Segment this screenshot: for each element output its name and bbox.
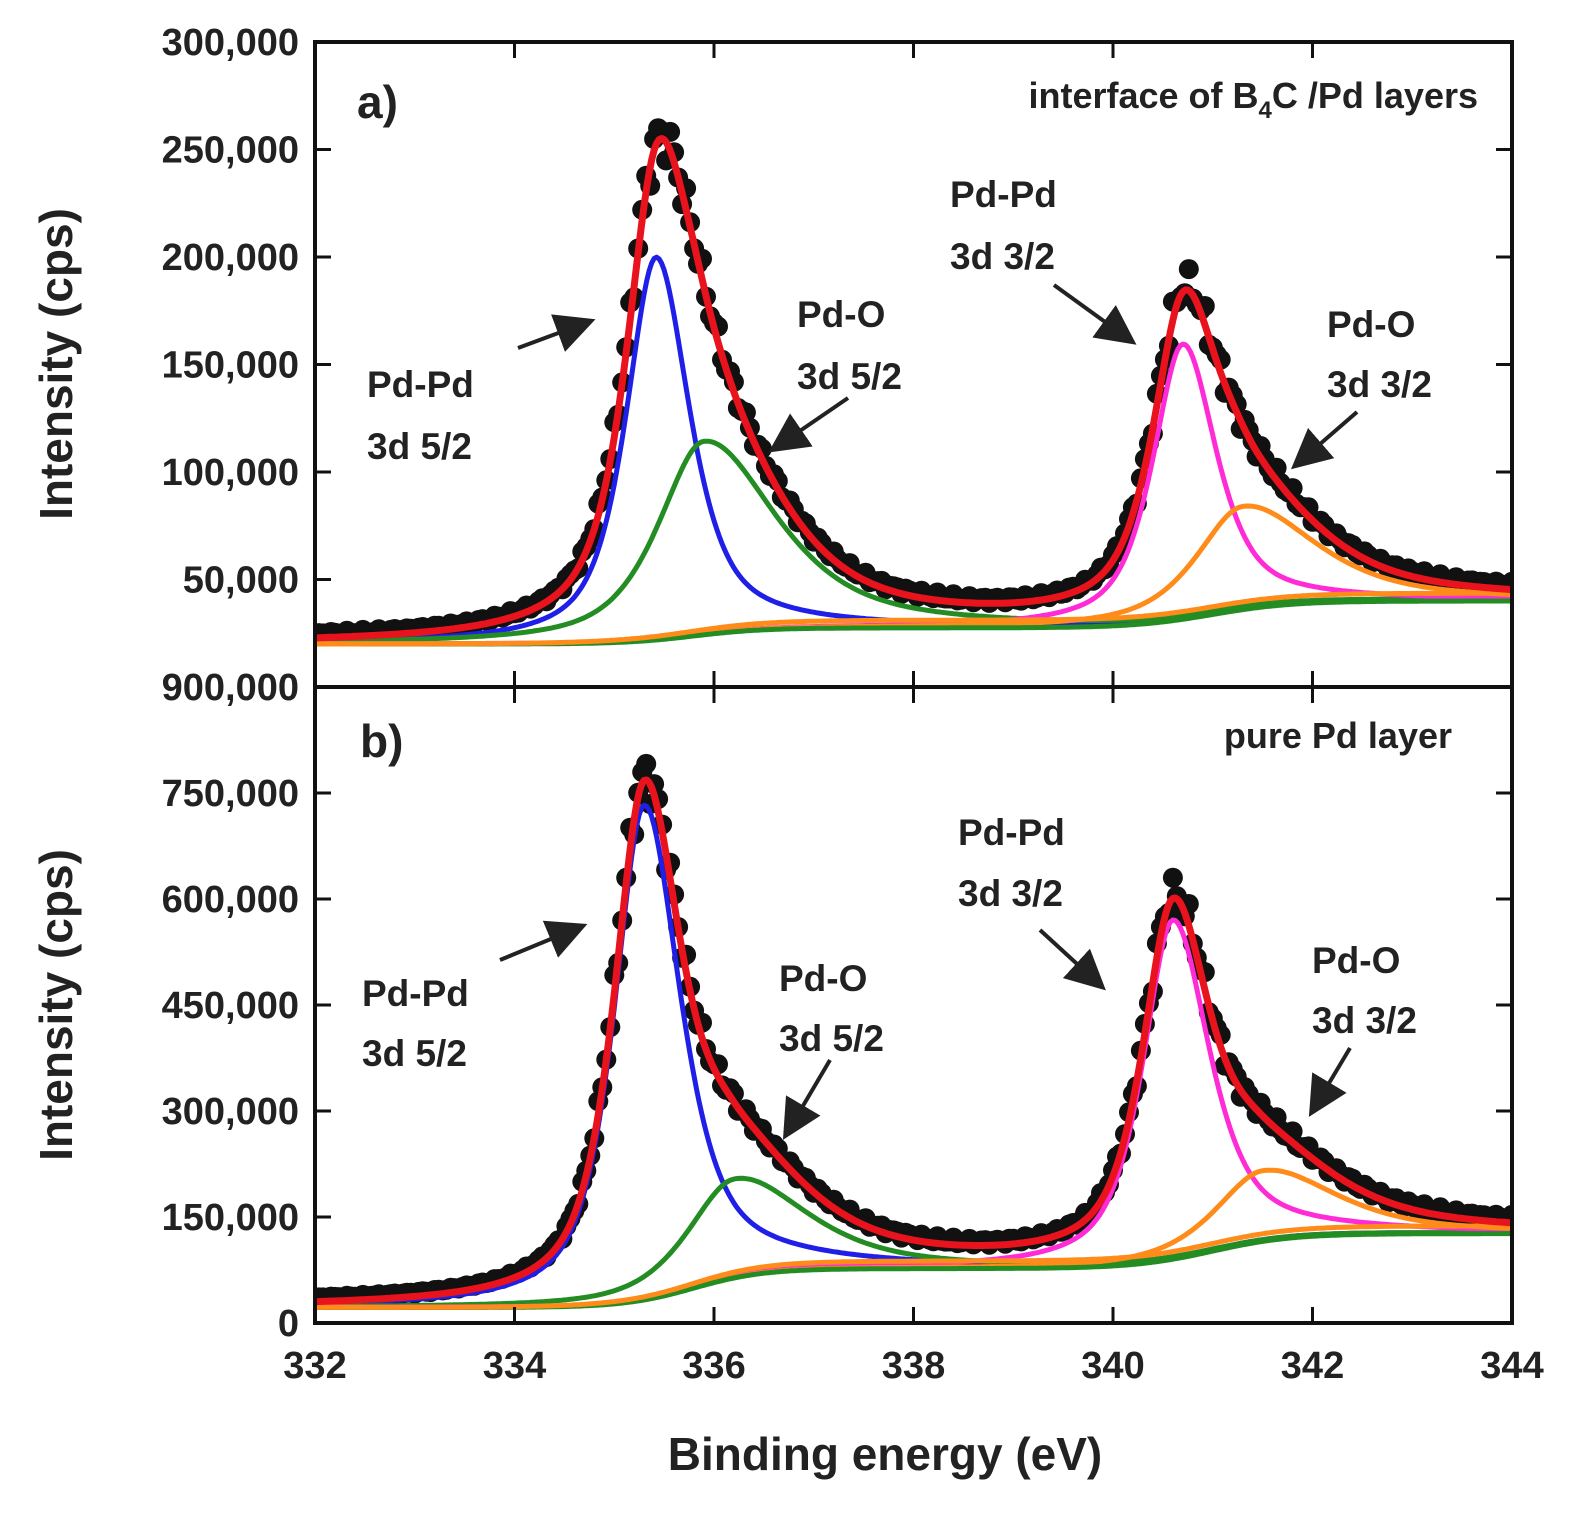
panel-a-plot-area [315, 118, 1512, 647]
x-axis-title: Binding energy (eV) [668, 1428, 1102, 1480]
xtick-label: 340 [1081, 1345, 1144, 1387]
panel-a-ann-pdo-52-line1: Pd-O [797, 294, 885, 335]
xtick-label: 338 [882, 1345, 945, 1387]
panel-a-caption: interface of B4C /Pd layers [1028, 75, 1478, 124]
xtick-label: 334 [483, 1345, 546, 1387]
panel-b: 0 150,000 300,000 450,000 600,000 750,000 900,… [30, 667, 1544, 1480]
data-point [636, 753, 657, 774]
panel-b-y-axis: 0 150,000 300,000 450,000 600,000 750,000 900,… [162, 667, 1512, 1345]
panel-a-y-axis: 50,000 100,000 150,000 200,000 250,000 300,00… [162, 22, 1512, 687]
panel-b-ytick-label: 900,000 [162, 667, 299, 709]
panel-b-arrow-pdpd-32 [1038, 928, 1106, 991]
panel-a-caption-subscript: 4 [1259, 97, 1273, 124]
panel-b-ytick-label: 600,000 [162, 879, 299, 921]
panel-b-background-orange [315, 1223, 1512, 1310]
panel-a-ann-pdpd-32-line2: 3d 3/2 [950, 236, 1055, 277]
xtick-label: 336 [682, 1345, 745, 1387]
panel-b-arrow-pdpd-52 [499, 920, 588, 962]
panel-b-ann-pdo-32-line1: Pd-O [1312, 940, 1400, 981]
panel-b-ann-pdpd-32-line2: 3d 3/2 [958, 873, 1063, 914]
panel-a-ylabel: Intensity (cps) [30, 208, 82, 520]
panel-a-ytick-label: 200,000 [162, 237, 299, 279]
panel-a-ytick-label: 250,000 [162, 130, 299, 172]
panel-b-arrow-pdo-52 [782, 1058, 832, 1140]
panel-b-ann-pdo-52-line2: 3d 5/2 [779, 1018, 884, 1059]
panel-a-caption-part-1: interface of B [1028, 75, 1258, 116]
panel-a: 50,000 100,000 150,000 200,000 250,000 300,00… [30, 22, 1514, 689]
panel-b-plot-area [315, 753, 1512, 1310]
panel-a-annotations: Pd-Pd 3d 5/2 Pd-O 3d 5/2 Pd-Pd 3d 3/2 Pd… [367, 174, 1432, 470]
panel-a-fit-envelope [315, 135, 1512, 642]
panel-a-arrow-pdpd-32 [1052, 283, 1137, 345]
panel-a-ann-pdpd-32-line1: Pd-Pd [950, 174, 1057, 215]
panel-b-ann-pdo-32-line2: 3d 3/2 [1312, 1000, 1417, 1041]
panel-b-ann-pdpd-32-line1: Pd-Pd [958, 812, 1065, 853]
panel-b-ytick-label: 300,000 [162, 1091, 299, 1133]
panel-a-ytick-label: 100,000 [162, 452, 299, 494]
xtick-label: 344 [1480, 1345, 1543, 1387]
panel-a-arrow-pdo-32 [1290, 410, 1359, 470]
panel-a-ann-pdo-32-line2: 3d 3/2 [1327, 364, 1432, 405]
panel-a-ytick-label: 150,000 [162, 345, 299, 387]
x-axis: 332 334 336 338 340 342 344 [283, 1345, 1543, 1387]
panel-b-ann-pdpd-52-line2: 3d 5/2 [362, 1033, 467, 1074]
xtick-label: 332 [283, 1345, 346, 1387]
panel-b-fit-envelope [315, 776, 1512, 1306]
panel-b-ylabel: Intensity (cps) [30, 849, 82, 1161]
panel-b-ann-pdo-52-line1: Pd-O [779, 958, 867, 999]
panel-a-ann-pdo-52-line2: 3d 5/2 [797, 356, 902, 397]
panel-b-letter: b) [360, 715, 403, 767]
panel-a-ann-pdo-32-line1: Pd-O [1327, 304, 1415, 345]
panel-a-ytick-label: 300,000 [162, 22, 299, 64]
data-point [1178, 259, 1199, 280]
panel-a-letter: a) [357, 76, 398, 128]
panel-a-ann-pdpd-52-line1: Pd-Pd [367, 364, 474, 405]
panel-a-ytick-label: 50,000 [183, 560, 299, 602]
panel-b-ytick-label: 150,000 [162, 1197, 299, 1239]
panel-a-background-orange [315, 590, 1512, 647]
panel-a-arrow-pdo-52 [768, 396, 850, 453]
panel-b-ytick-label: 0 [278, 1303, 299, 1345]
panel-b-ann-pdpd-52-line1: Pd-Pd [362, 973, 469, 1014]
panel-b-ytick-label: 750,000 [162, 773, 299, 815]
panel-b-arrow-pdo-32 [1308, 1046, 1352, 1117]
panel-b-caption: pure Pd layer [1224, 715, 1452, 756]
panel-a-caption-part-2: C /Pd layers [1272, 75, 1478, 116]
xtick-label: 342 [1281, 1345, 1344, 1387]
panel-b-ytick-label: 450,000 [162, 985, 299, 1027]
panel-a-ann-pdpd-52-line2: 3d 5/2 [367, 426, 472, 467]
panel-b-annotations: Pd-Pd 3d 5/2 Pd-O 3d 5/2 Pd-Pd 3d 3/2 Pd… [362, 812, 1417, 1140]
data-point [1162, 867, 1183, 888]
panel-a-arrow-pdpd-52 [517, 314, 596, 352]
